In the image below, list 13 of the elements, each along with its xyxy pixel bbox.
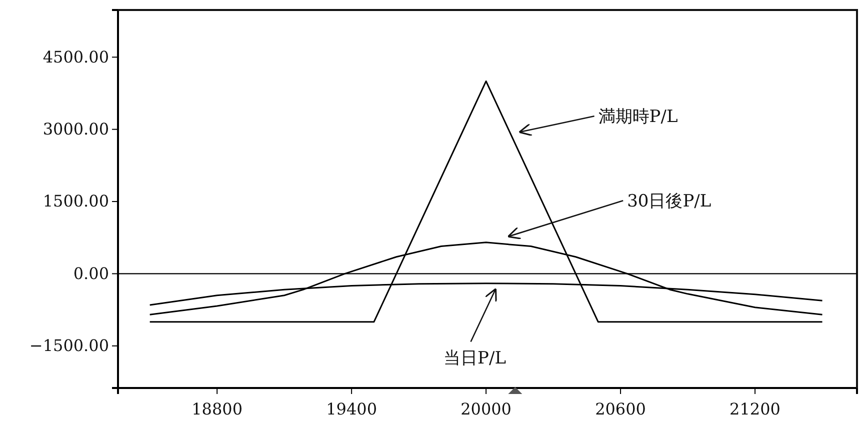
x-tick-label: 18800 <box>192 400 243 419</box>
annotation: 当日P/L <box>444 348 506 369</box>
y-tick-label: 3000.00 <box>42 119 109 138</box>
x-tick-label: 20600 <box>595 400 646 419</box>
annotation: 満期時P/L <box>598 107 678 128</box>
y-tick-label: −1500.00 <box>29 336 109 356</box>
y-tick-label: 1500.00 <box>42 192 109 211</box>
x-tick-label: 21200 <box>730 400 780 419</box>
annotation: 30日後P/L <box>627 192 712 212</box>
y-tick-label: 4500.00 <box>42 47 109 66</box>
x-tick-label: 19400 <box>326 400 378 419</box>
x-tick-label: 20000 <box>460 400 512 419</box>
y-tick-label: 0.00 <box>73 264 109 283</box>
